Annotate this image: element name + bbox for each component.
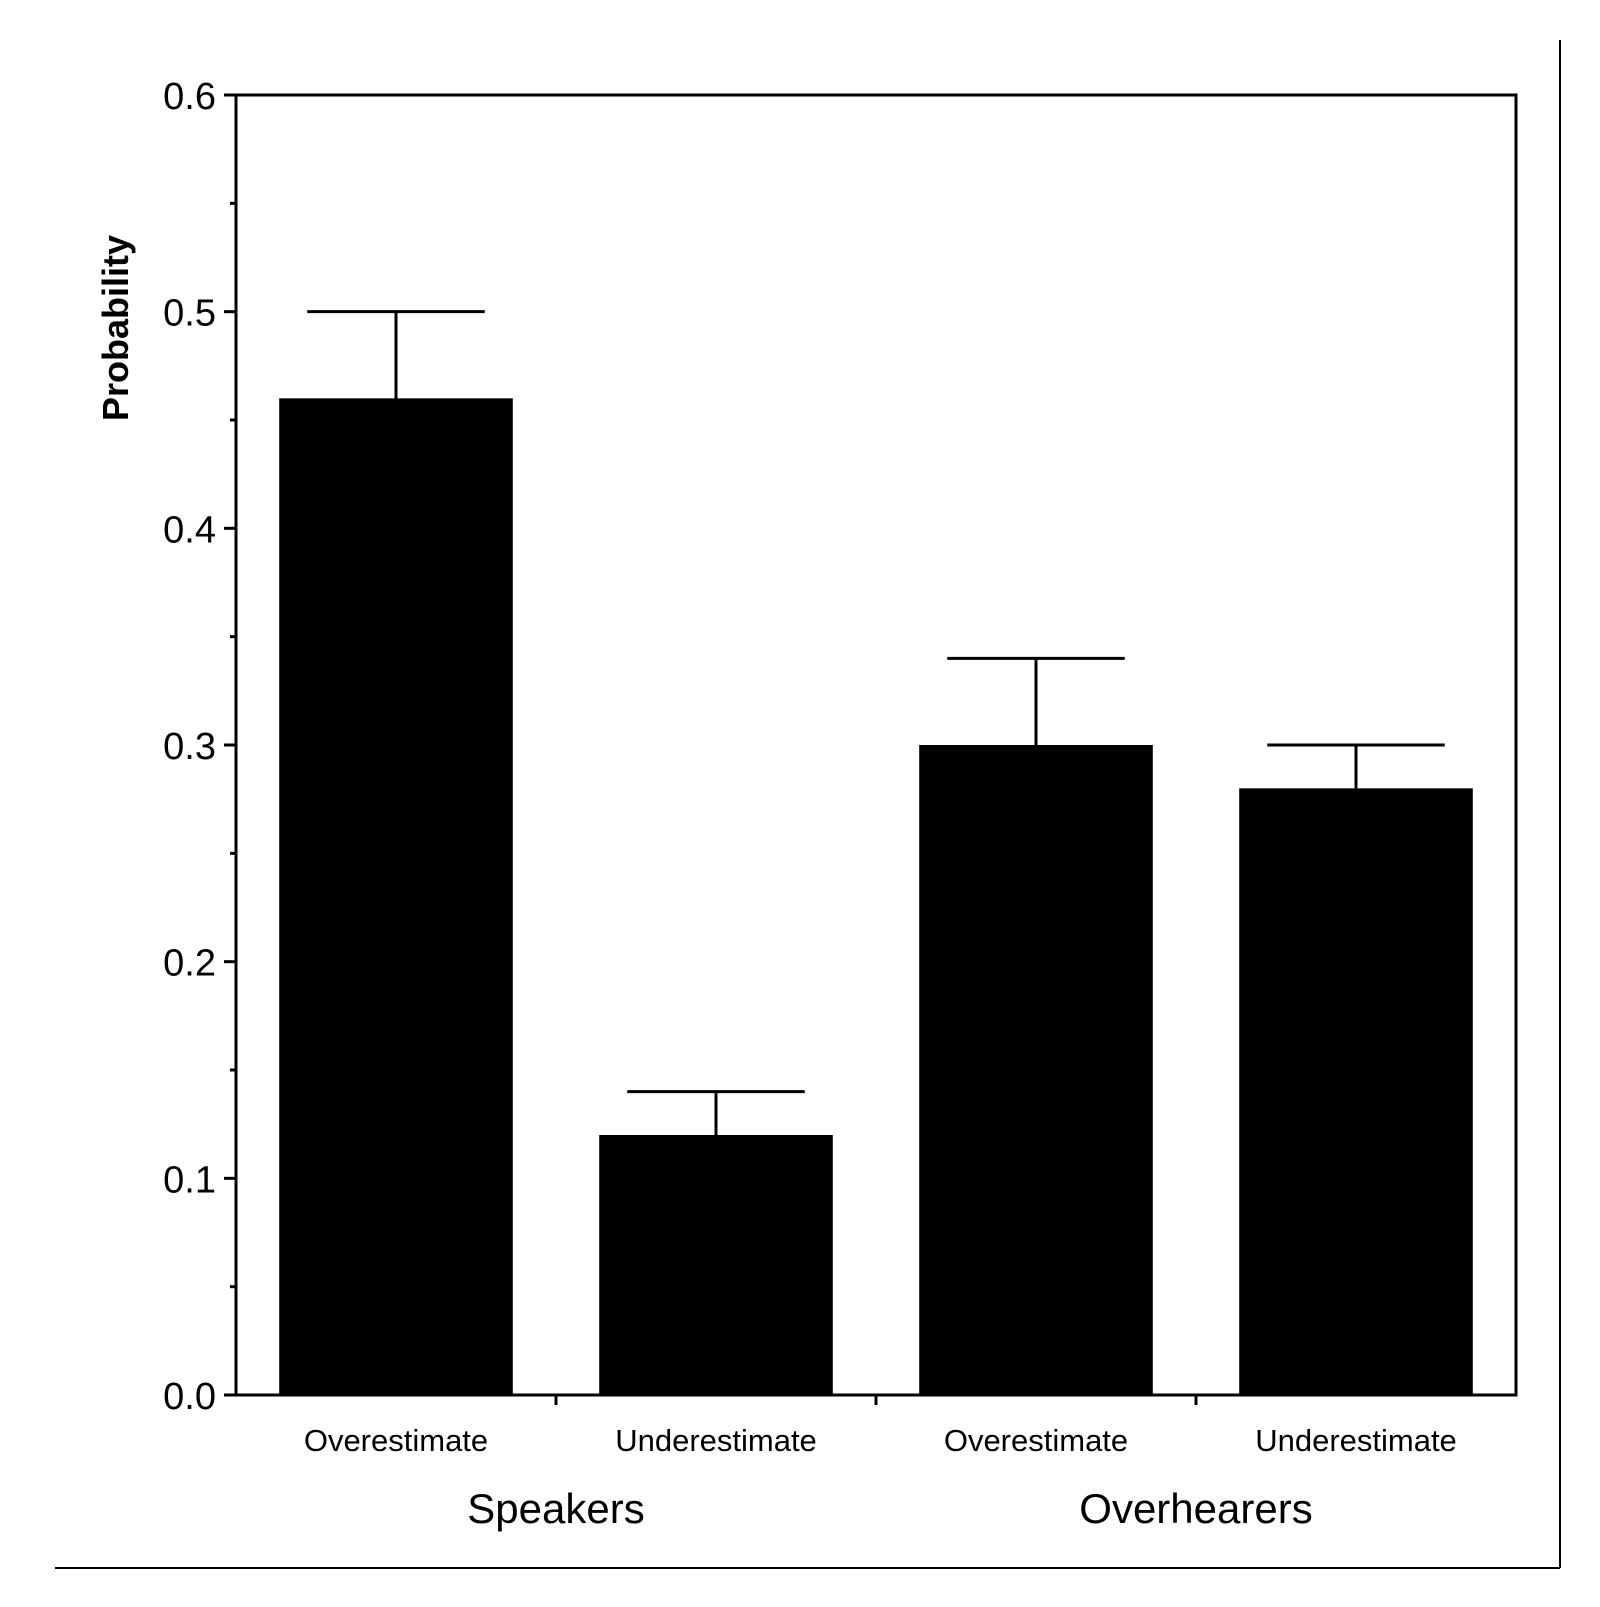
y-tick-label: 0.4 — [163, 509, 216, 551]
bar-speakers-underestimate — [599, 1135, 833, 1395]
x-group-label: Speakers — [467, 1485, 644, 1532]
y-axis-title: Probability — [95, 235, 136, 421]
y-axis: 0.0 0.1 0.2 0.3 0.4 0.5 0.6 — [163, 76, 236, 1418]
x-group-label: Overhearers — [1079, 1485, 1312, 1532]
y-tick-label: 0.3 — [163, 726, 216, 768]
error-bars-layer — [307, 310, 1445, 1135]
x-axis: Overestimate Underestimate Speakers Overest… — [304, 1395, 1457, 1532]
bar-overhearers-underestimate — [1239, 788, 1473, 1395]
x-category-label: Underestimate — [615, 1423, 817, 1458]
y-tick-label: 0.6 — [163, 76, 216, 118]
bars-layer — [279, 398, 1473, 1395]
x-category-label: Overestimate — [304, 1423, 488, 1458]
y-tick-label: 0.1 — [163, 1159, 216, 1201]
bar-overhearers-overestimate — [919, 745, 1153, 1395]
y-tick-label: 0.2 — [163, 943, 216, 985]
x-category-label: Overestimate — [944, 1423, 1128, 1458]
x-category-label: Underestimate — [1255, 1423, 1457, 1458]
y-tick-label: 0.5 — [163, 293, 216, 335]
y-tick-label: 0.0 — [163, 1376, 216, 1418]
bar-speakers-overestimate — [279, 398, 513, 1395]
